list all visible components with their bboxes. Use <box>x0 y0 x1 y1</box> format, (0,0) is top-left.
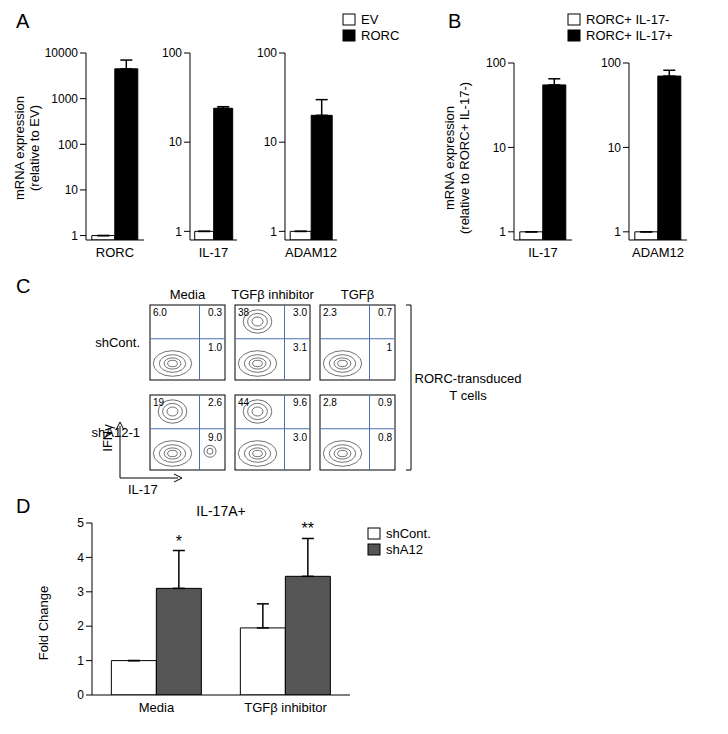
svg-text:10: 10 <box>65 183 79 197</box>
svg-text:A: A <box>16 10 30 32</box>
svg-text:10000: 10000 <box>45 46 79 60</box>
svg-text:1: 1 <box>71 229 78 243</box>
svg-text:2.6: 2.6 <box>208 397 222 408</box>
svg-text:IL-17: IL-17 <box>528 245 558 260</box>
svg-text:1: 1 <box>77 654 84 668</box>
svg-text:2.3: 2.3 <box>323 307 337 318</box>
svg-text:RORC+ IL-17-: RORC+ IL-17- <box>586 12 669 27</box>
svg-text:9.0: 9.0 <box>208 432 222 443</box>
svg-text:2: 2 <box>77 619 84 633</box>
svg-text:4: 4 <box>77 551 84 565</box>
svg-text:2.8: 2.8 <box>323 397 337 408</box>
svg-text:ADAM12: ADAM12 <box>285 245 337 260</box>
svg-text:10: 10 <box>264 135 278 149</box>
svg-text:RORC: RORC <box>361 28 399 43</box>
svg-text:38: 38 <box>238 307 250 318</box>
svg-text:**: ** <box>302 520 314 537</box>
svg-text:1000: 1000 <box>51 92 78 106</box>
svg-text:Media: Media <box>170 287 206 302</box>
svg-text:1: 1 <box>386 342 392 353</box>
svg-text:3.0: 3.0 <box>293 307 307 318</box>
svg-text:3: 3 <box>77 585 84 599</box>
svg-text:3.0: 3.0 <box>293 432 307 443</box>
svg-text:1.0: 1.0 <box>208 342 222 353</box>
svg-text:10: 10 <box>169 135 183 149</box>
svg-text:Fold Change: Fold Change <box>36 586 51 660</box>
svg-text:B: B <box>448 10 461 32</box>
svg-text:IL-17: IL-17 <box>199 245 229 260</box>
svg-text:9.6: 9.6 <box>293 397 307 408</box>
svg-text:44: 44 <box>238 397 250 408</box>
svg-text:1: 1 <box>614 225 621 239</box>
svg-text:19: 19 <box>153 397 165 408</box>
svg-text:0: 0 <box>77 688 84 702</box>
svg-text:D: D <box>16 495 30 517</box>
svg-text:TGFβ: TGFβ <box>341 287 374 302</box>
svg-text:T cells: T cells <box>449 388 487 403</box>
svg-text:TGFβ inhibitor: TGFβ inhibitor <box>231 287 314 302</box>
svg-text:shCont.: shCont. <box>386 526 431 541</box>
svg-text:EV: EV <box>361 12 379 27</box>
svg-text:TGFβ inhibitor: TGFβ inhibitor <box>244 700 327 715</box>
svg-text:0.3: 0.3 <box>208 307 222 318</box>
svg-text:10: 10 <box>608 141 622 155</box>
svg-text:0.9: 0.9 <box>378 397 392 408</box>
svg-text:mRNA expression(relative to RO: mRNA expression(relative to RORC+ IL-17-… <box>442 82 472 234</box>
svg-text:1: 1 <box>175 225 182 239</box>
svg-text:100: 100 <box>58 138 78 152</box>
svg-text:IFNγ: IFNγ <box>100 424 115 452</box>
svg-text:100: 100 <box>162 46 182 60</box>
svg-text:mRNA expression(relative to EV: mRNA expression(relative to EV) <box>12 96 42 200</box>
svg-text:0.7: 0.7 <box>378 307 392 318</box>
svg-text:IL-17A+: IL-17A+ <box>196 503 245 519</box>
svg-text:RORC: RORC <box>96 245 134 260</box>
svg-text:RORC+ IL-17+: RORC+ IL-17+ <box>586 28 673 43</box>
svg-text:shCont.: shCont. <box>95 335 140 350</box>
svg-text:6.0: 6.0 <box>153 307 167 318</box>
svg-text:IL-17: IL-17 <box>128 482 158 497</box>
svg-text:RORC-transduced: RORC-transduced <box>415 371 522 386</box>
svg-text:100: 100 <box>486 56 506 70</box>
svg-text:Media: Media <box>139 700 175 715</box>
svg-text:ADAM12: ADAM12 <box>632 245 684 260</box>
svg-text:shA12-1: shA12-1 <box>92 425 140 440</box>
svg-text:3.1: 3.1 <box>293 342 307 353</box>
svg-text:10: 10 <box>493 141 507 155</box>
svg-text:0.8: 0.8 <box>378 432 392 443</box>
svg-text:*: * <box>176 533 182 550</box>
svg-text:shA12: shA12 <box>386 542 423 557</box>
svg-text:1: 1 <box>499 225 506 239</box>
svg-text:1: 1 <box>270 225 277 239</box>
svg-text:C: C <box>16 275 30 297</box>
svg-text:100: 100 <box>601 56 621 70</box>
svg-text:5: 5 <box>77 516 84 530</box>
svg-text:100: 100 <box>257 46 277 60</box>
